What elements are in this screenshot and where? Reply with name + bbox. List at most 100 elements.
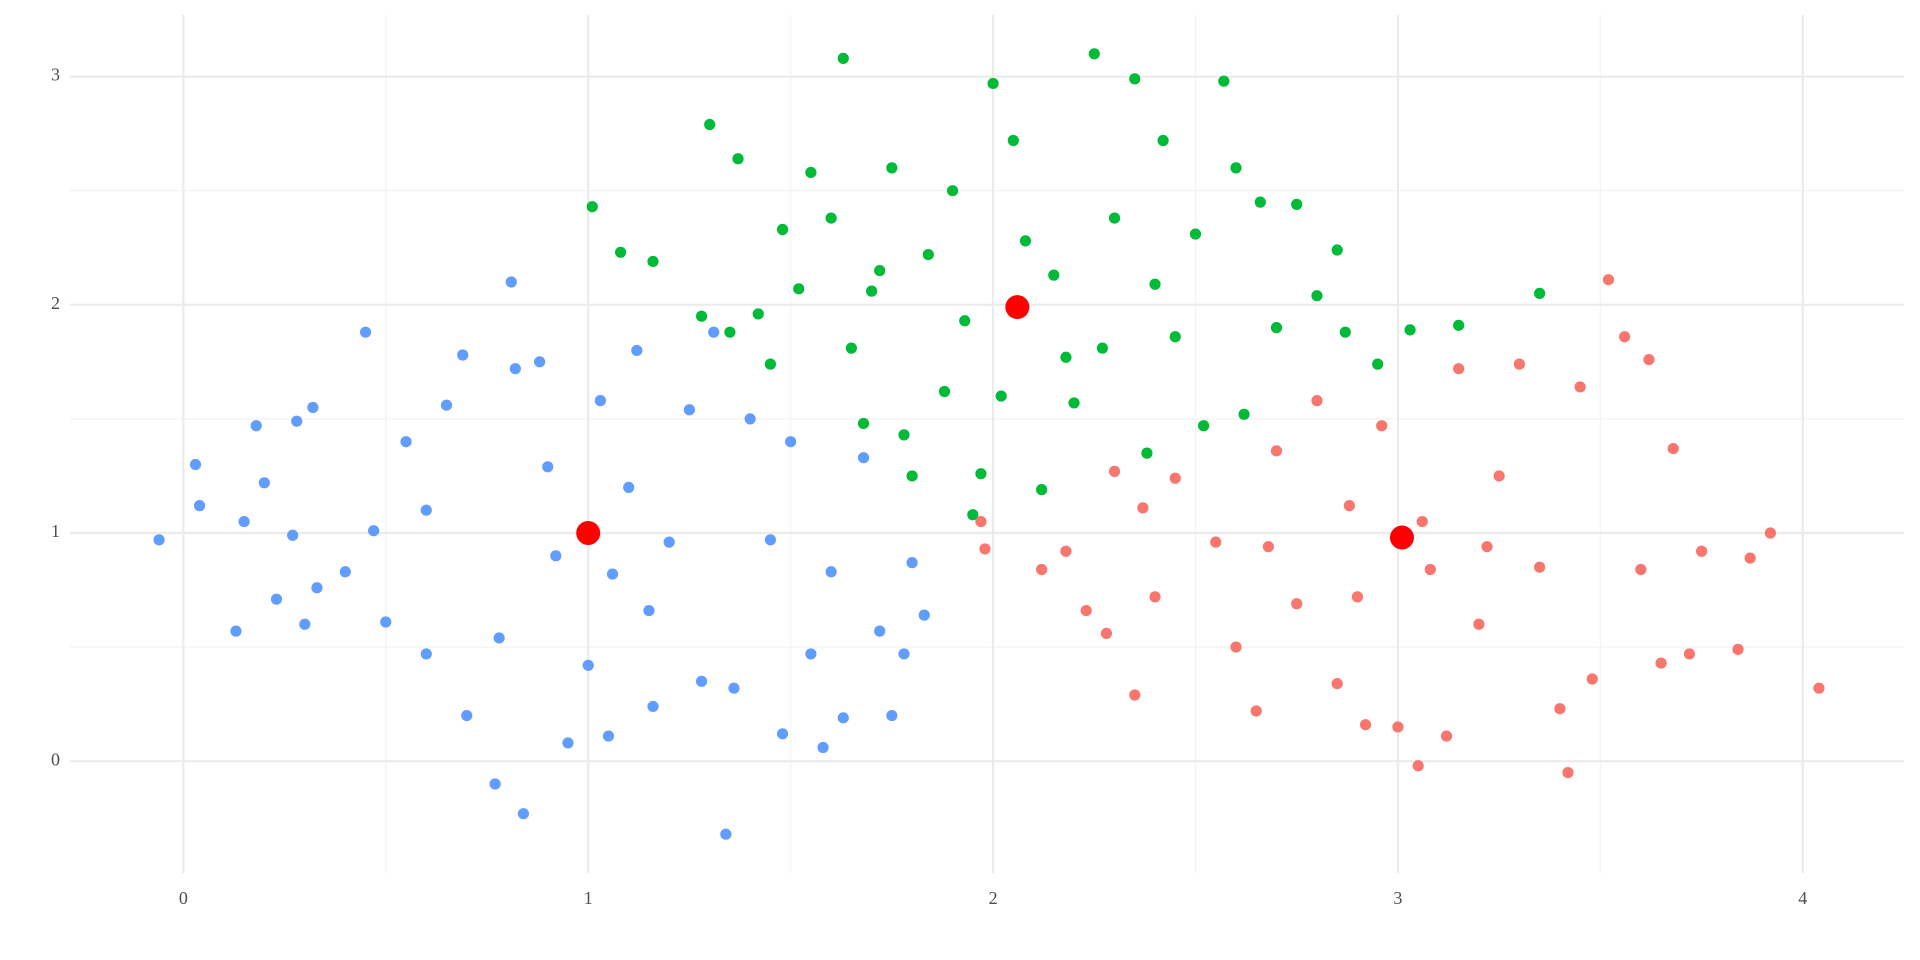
point [1554,703,1566,715]
point [493,632,505,644]
point [1376,420,1388,432]
point [1230,162,1242,174]
point [967,509,979,521]
point [287,529,299,541]
point [1108,465,1121,477]
y-tick-label: 3 [51,65,60,85]
point [291,415,303,427]
point [817,741,829,754]
point [1036,563,1048,576]
point [400,436,412,448]
point [708,326,720,338]
point [1291,598,1303,610]
point [764,534,777,546]
point [946,185,959,197]
point [975,515,987,528]
point [461,709,473,722]
point [1744,552,1756,564]
point [695,675,708,687]
point [1643,353,1655,366]
point [1453,363,1465,375]
point [250,420,262,432]
point [874,625,886,637]
point [631,344,643,357]
point [1270,445,1283,457]
point [720,828,732,840]
point [1218,75,1230,87]
point [886,709,898,722]
point [1230,641,1242,653]
point [189,458,202,471]
point [647,255,659,268]
point [420,504,432,516]
point [1473,618,1485,630]
point [776,728,789,740]
x-tick-label: 2 [989,888,998,908]
point [1453,319,1465,331]
point [1169,331,1181,343]
point [1254,196,1266,208]
point [1141,447,1153,459]
point [732,153,744,165]
point [1189,228,1202,240]
point [193,500,206,512]
point [857,417,870,430]
point [728,682,740,694]
point [898,429,910,441]
point [1060,351,1072,363]
point [1262,541,1274,553]
point [1311,395,1323,407]
point [837,712,849,724]
point [307,401,319,414]
point [1695,545,1708,557]
point [1586,673,1598,685]
point [1416,515,1428,528]
point [582,659,594,671]
point [1157,134,1169,147]
point [1149,278,1161,290]
y-tick-label: 0 [51,749,60,769]
point [440,399,453,411]
point [752,308,764,320]
point [238,515,250,528]
point [825,212,837,224]
point [311,582,323,594]
point [1169,472,1181,484]
point [1270,322,1283,334]
point [457,349,469,361]
point [837,52,849,64]
centroid [1005,295,1030,320]
point [793,283,805,295]
point [776,223,789,236]
point [1619,331,1631,343]
point [1372,358,1384,370]
point [1562,766,1574,779]
point [922,249,934,261]
point [1129,73,1141,85]
point [1339,326,1351,338]
point [1238,408,1250,420]
grid [70,15,1904,873]
point [1534,287,1546,299]
point [695,310,708,322]
point [683,404,696,416]
point [1732,643,1744,655]
point [1574,381,1586,393]
point [339,566,351,578]
point [987,77,999,90]
point [975,468,987,480]
x-tick-label: 4 [1798,888,1807,908]
point [1036,484,1048,496]
point [1667,442,1679,455]
point [995,390,1007,402]
x-tick-label: 0 [179,888,188,908]
point [1534,561,1546,573]
points [153,48,1825,840]
point [1108,212,1121,224]
point [805,648,817,660]
point [594,395,606,407]
point [918,609,930,621]
point [898,648,910,660]
point [744,413,756,425]
